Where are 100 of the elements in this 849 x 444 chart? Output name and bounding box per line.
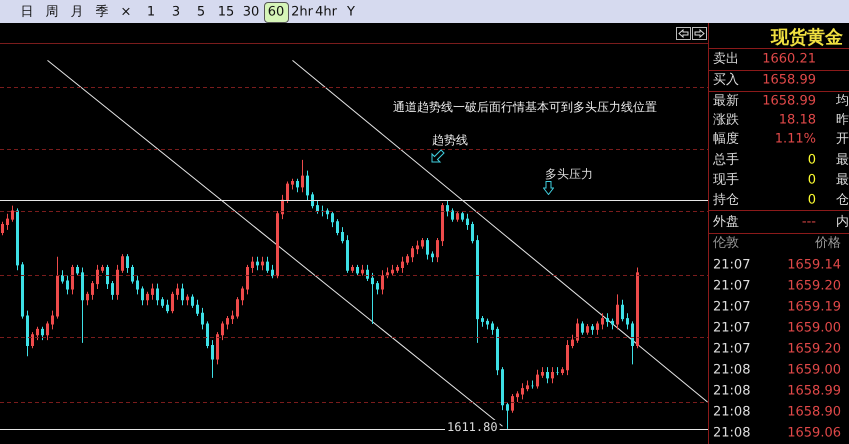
candlestick <box>386 267 389 279</box>
candlestick <box>181 283 184 306</box>
candlestick <box>611 318 614 330</box>
candlestick <box>581 320 584 336</box>
annotation: 1611.80 <box>447 420 498 434</box>
candlestick <box>616 294 619 330</box>
candlestick <box>381 270 384 295</box>
text: 1 <box>146 4 156 20</box>
text: 0 <box>808 152 816 168</box>
text: 月 <box>70 4 84 20</box>
text: Y <box>347 4 355 20</box>
candlestick <box>71 264 74 295</box>
text: 外盘 <box>713 214 739 230</box>
candlestick <box>441 202 444 247</box>
candlestick <box>561 366 564 376</box>
candlestick <box>266 256 269 274</box>
text: 趋势线 <box>432 133 468 147</box>
candlestick <box>11 205 14 222</box>
text: 昨 <box>836 112 849 128</box>
candlestick <box>556 366 559 376</box>
candlestick <box>191 294 194 308</box>
candlestick <box>371 272 374 325</box>
candlestick <box>246 264 249 295</box>
text: 21:07 <box>713 342 750 356</box>
candlestick <box>186 294 189 306</box>
candlestick <box>361 264 364 276</box>
candlestick <box>336 218 339 236</box>
candlestick <box>411 246 414 263</box>
candlestick <box>211 340 214 378</box>
text: 4hr <box>315 4 337 20</box>
text: 1658.99 <box>762 94 816 108</box>
candlestick <box>241 286 244 306</box>
candlestick <box>506 402 509 430</box>
candlestick <box>331 210 334 228</box>
candlestick <box>166 299 169 314</box>
text: 1658.99 <box>762 72 816 88</box>
candlestick <box>456 210 459 222</box>
candlestick <box>286 180 289 204</box>
text: --- <box>802 214 816 230</box>
candlestick <box>271 264 274 279</box>
candlestick <box>326 208 329 220</box>
text: 日 <box>20 4 34 20</box>
candlestick <box>491 320 494 336</box>
candlestick <box>541 366 544 378</box>
candlestick <box>571 334 574 349</box>
text: 买入 <box>713 72 739 88</box>
candlestick <box>511 393 514 414</box>
candlestick <box>516 390 519 403</box>
candlestick <box>636 267 639 349</box>
candlestick <box>551 366 554 384</box>
text: 1659.19 <box>787 300 841 314</box>
candlestick <box>426 237 429 260</box>
candlestick <box>91 280 94 300</box>
candlestick <box>106 264 109 290</box>
text: 0 <box>808 172 816 188</box>
candlestick <box>406 254 409 266</box>
candlestick <box>51 310 54 330</box>
candlestick <box>66 275 69 295</box>
candlestick <box>481 315 484 328</box>
text: × <box>120 4 132 20</box>
candlestick <box>471 221 474 244</box>
text: 价格 <box>815 236 841 250</box>
candlestick <box>316 200 319 214</box>
text: 1660.21 <box>762 52 816 66</box>
text: 最 <box>836 152 849 168</box>
candlestick <box>301 159 304 193</box>
candlestick <box>126 254 129 274</box>
candlestick <box>346 234 349 274</box>
text: 1659.14 <box>787 258 841 272</box>
text: 5 <box>196 4 206 20</box>
candlestick <box>56 256 59 320</box>
candlestick <box>476 234 479 344</box>
text: 3 <box>172 4 180 20</box>
candlestick <box>21 262 24 320</box>
candlestick <box>261 256 264 271</box>
candlestick <box>176 283 179 300</box>
candlestick <box>231 310 234 325</box>
text: 持仓 <box>713 192 739 208</box>
candlestick <box>216 332 219 365</box>
text: 1658.99 <box>787 384 841 398</box>
candlestick <box>96 264 99 290</box>
text: 1658.90 <box>787 404 841 420</box>
text: 幅度 <box>713 132 739 146</box>
candlestick <box>401 256 404 274</box>
candlestick <box>26 310 29 357</box>
candlestick <box>171 291 174 314</box>
candlestick <box>416 240 419 255</box>
candlestick <box>391 264 394 276</box>
candlestick <box>521 382 524 400</box>
candlestick <box>201 307 204 330</box>
candlestick <box>531 380 534 390</box>
candlestick <box>451 208 454 222</box>
text: 21:07 <box>713 278 750 294</box>
candlestick <box>526 380 529 392</box>
text: 1659.06 <box>787 426 841 440</box>
candlestick <box>626 312 629 330</box>
text: 最 <box>836 172 849 188</box>
candlestick <box>536 369 539 390</box>
candlestick <box>111 280 114 300</box>
candlestick <box>161 296 164 308</box>
